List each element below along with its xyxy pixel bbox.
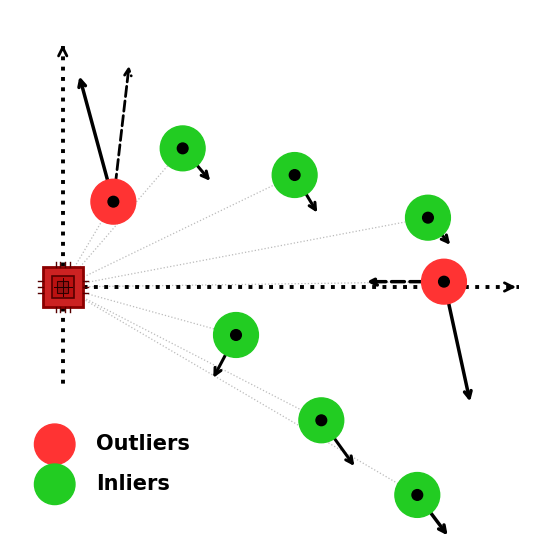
Circle shape xyxy=(272,153,317,197)
Circle shape xyxy=(214,313,258,357)
Circle shape xyxy=(160,126,205,171)
Bar xyxy=(51,276,74,298)
Circle shape xyxy=(406,195,450,240)
Bar xyxy=(43,267,83,307)
Circle shape xyxy=(230,330,241,340)
Circle shape xyxy=(177,143,188,154)
Circle shape xyxy=(422,212,433,223)
Circle shape xyxy=(299,398,344,443)
Circle shape xyxy=(108,196,118,207)
Circle shape xyxy=(316,415,326,425)
Circle shape xyxy=(34,464,75,505)
Circle shape xyxy=(412,489,422,500)
Circle shape xyxy=(395,473,440,518)
Text: Inliers: Inliers xyxy=(96,474,170,494)
Circle shape xyxy=(422,259,466,304)
Circle shape xyxy=(438,276,449,287)
Circle shape xyxy=(34,424,75,464)
Circle shape xyxy=(289,170,300,180)
Bar xyxy=(57,281,68,293)
Circle shape xyxy=(91,179,136,224)
Text: Outliers: Outliers xyxy=(96,434,190,454)
